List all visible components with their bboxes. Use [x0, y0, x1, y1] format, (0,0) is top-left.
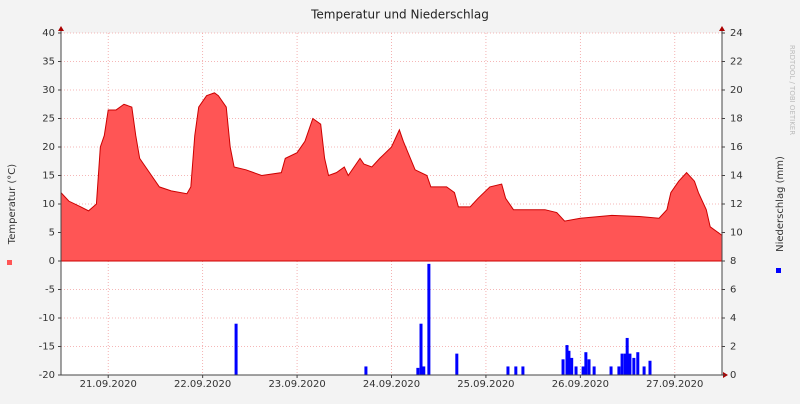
y-tick-label: 30	[42, 85, 55, 96]
y-tick-label: 10	[42, 199, 55, 210]
precipitation-bar	[416, 367, 420, 375]
precipitation-bar	[561, 359, 565, 375]
y2-tick-label: 8	[730, 256, 736, 267]
y2-tick-label: 2	[730, 342, 736, 353]
precipitation-bar	[364, 366, 368, 375]
precipitation-bar	[623, 353, 627, 375]
x-tick-label: 22.09.2020	[174, 379, 231, 390]
precipitation-bar	[570, 357, 574, 375]
y-tick-label: -15	[39, 342, 55, 353]
marks	[60, 92, 723, 375]
x-tick-label: 24.09.2020	[363, 379, 420, 390]
x-tick-label: 21.09.2020	[80, 379, 137, 390]
precipitation-bar	[427, 263, 431, 375]
precipitation-bar	[648, 360, 652, 375]
y-tick-label: 25	[42, 114, 55, 125]
axis-arrow	[719, 26, 725, 31]
precipitation-bar	[584, 352, 588, 375]
precipitation-bar	[581, 366, 585, 375]
y-tick-label: 20	[42, 142, 55, 153]
y-tick-label: -5	[45, 285, 55, 296]
y-tick-label: 35	[42, 57, 55, 68]
watermark: RRDTOOL / TOBI OETIKER	[788, 45, 796, 135]
legend-swatch	[776, 268, 781, 273]
chart-title: Temperatur und Niederschlag	[310, 8, 489, 22]
precipitation-bar	[628, 353, 632, 375]
x-tick-label: 25.09.2020	[457, 379, 514, 390]
legend-swatch	[7, 260, 12, 265]
y-tick-label: 5	[49, 228, 55, 239]
temperature-area	[60, 92, 723, 262]
precipitation-bar	[587, 359, 591, 375]
y-tick-label: 15	[42, 171, 55, 182]
precipitation-bar	[567, 350, 571, 375]
y-tick-label: -10	[39, 313, 55, 324]
y-tick-label: 0	[49, 256, 55, 267]
y2-tick-label: 4	[730, 313, 736, 324]
precipitation-bar	[521, 366, 525, 375]
axis-arrow	[58, 26, 64, 31]
precipitation-bar	[592, 366, 596, 375]
precipitation-bar	[565, 345, 569, 375]
y2-tick-label: 0	[730, 370, 736, 381]
x-tick-label: 26.09.2020	[552, 379, 609, 390]
precipitation-bar	[506, 366, 510, 375]
precipitation-bar	[636, 352, 640, 375]
y-axis-label: Temperatur (°C)	[7, 164, 18, 245]
y2-tick-label: 12	[730, 199, 743, 210]
precipitation-bar	[632, 357, 636, 375]
y2-tick-label: 20	[730, 85, 743, 96]
precipitation-bar	[574, 366, 578, 375]
precipitation-bar	[642, 366, 646, 375]
x-tick-label: 23.09.2020	[268, 379, 325, 390]
precipitation-bar	[514, 366, 518, 375]
precipitation-bar	[455, 353, 459, 375]
precipitation-bar	[625, 337, 629, 375]
precipitation-bar	[620, 353, 624, 375]
y2-tick-label: 14	[730, 171, 743, 182]
y-tick-label: 40	[42, 28, 55, 39]
precipitation-bar	[234, 323, 238, 375]
y2-tick-label: 18	[730, 114, 743, 125]
y-tick-label: -20	[39, 370, 55, 381]
x-tick-label: 27.09.2020	[646, 379, 703, 390]
axis-arrow	[723, 372, 728, 378]
y2-tick-label: 16	[730, 142, 743, 153]
y2-tick-label: 24	[730, 28, 743, 39]
precipitation-bar	[422, 366, 426, 375]
y2-tick-label: 10	[730, 228, 743, 239]
y2-tick-label: 6	[730, 285, 736, 296]
y2-tick-label: 22	[730, 57, 743, 68]
precipitation-bar	[419, 323, 423, 375]
y2-axis-label: Niederschlag (mm)	[775, 156, 786, 252]
precipitation-bar	[617, 366, 621, 375]
precipitation-bar	[609, 366, 613, 375]
